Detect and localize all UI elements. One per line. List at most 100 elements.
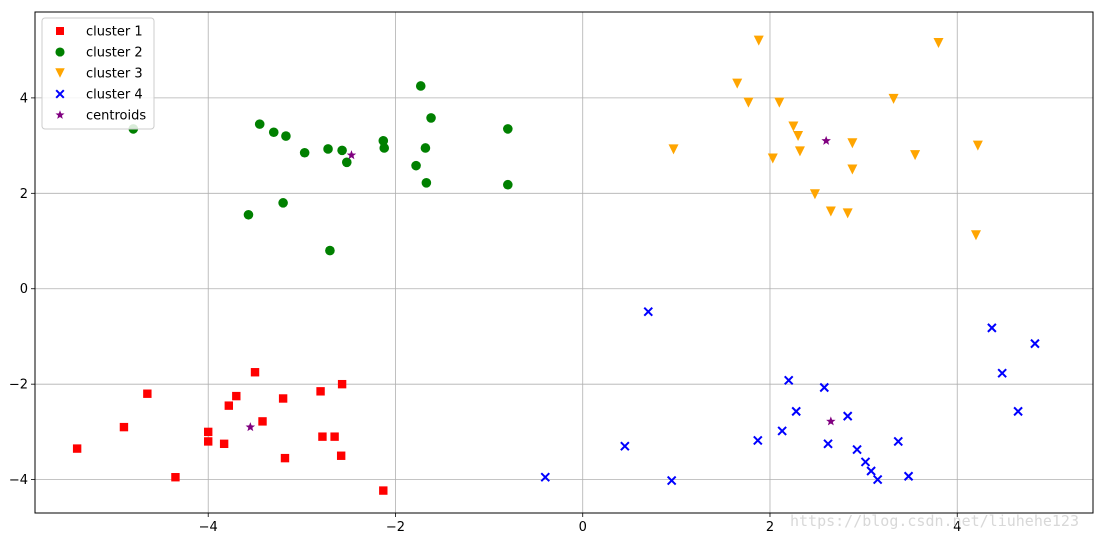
legend-label-cluster-3: cluster 3 xyxy=(86,67,143,82)
cluster-2-point xyxy=(415,81,426,91)
cluster-3-point xyxy=(888,93,899,104)
cluster-4-point xyxy=(860,457,871,467)
series-cluster-4 xyxy=(540,306,1040,486)
legend-marker-cluster-4 xyxy=(55,89,65,99)
cluster-3-point xyxy=(842,208,853,219)
cluster-2-point xyxy=(379,143,390,153)
legend-label-cluster-2: cluster 2 xyxy=(86,46,143,61)
cluster-4-point xyxy=(852,444,862,455)
series-centroids xyxy=(245,135,836,432)
series-cluster-3 xyxy=(668,35,983,241)
cluster-2-point xyxy=(325,245,335,256)
cluster-2-point xyxy=(299,147,310,158)
x-tick-label: −4 xyxy=(199,520,218,535)
cluster-4-point xyxy=(823,439,833,449)
cluster-3-point xyxy=(825,206,836,217)
plot-area xyxy=(34,11,1094,514)
cluster-1-point xyxy=(316,387,325,396)
cluster-3-point xyxy=(933,38,944,49)
cluster-1-point xyxy=(379,486,388,495)
legend-marker-centroids xyxy=(55,110,65,119)
cluster-1-point xyxy=(336,451,346,460)
watermark-text: https://blog.csdn.net/liuhehe123 xyxy=(790,512,1079,530)
cluster-3-point xyxy=(774,97,785,108)
cluster-4-point xyxy=(1030,338,1040,349)
cluster-3-point xyxy=(788,121,799,132)
axis-ticks: −4 −2 0 2 4 −4 −2 0 2 4 xyxy=(9,91,962,535)
cluster-2-point xyxy=(278,198,288,208)
cluster-1-point xyxy=(204,437,213,446)
cluster-2-point xyxy=(341,157,352,168)
cluster-4-point xyxy=(753,435,763,446)
centroids-point xyxy=(821,135,831,145)
cluster-4-point xyxy=(784,375,794,386)
cluster-2-point xyxy=(421,178,432,188)
legend-label-centroids: centroids xyxy=(86,109,146,124)
scatter-points xyxy=(72,35,1040,495)
cluster-4-point xyxy=(1013,406,1023,417)
legend-marker-cluster-1 xyxy=(56,27,64,35)
cluster-3-point xyxy=(809,189,820,200)
legend-label-cluster-4: cluster 4 xyxy=(86,88,143,103)
cluster-3-point xyxy=(972,140,983,151)
grid-lines xyxy=(35,12,1093,513)
cluster-4-point xyxy=(791,406,801,417)
series-cluster-2 xyxy=(128,81,513,256)
cluster-2-point xyxy=(503,179,513,190)
cluster-4-point xyxy=(620,441,630,451)
y-tick-label: 2 xyxy=(20,187,28,202)
cluster-1-point xyxy=(72,444,82,453)
cluster-3-point xyxy=(970,230,981,241)
cluster-4-point xyxy=(666,475,677,486)
cluster-4-point xyxy=(872,474,883,485)
x-tick-label: 0 xyxy=(579,520,587,535)
cluster-1-point xyxy=(119,422,129,432)
cluster-4-point xyxy=(540,472,550,482)
cluster-3-point xyxy=(668,144,679,155)
cluster-2-point xyxy=(243,209,254,220)
cluster-4-point xyxy=(819,382,829,393)
cluster-4-point xyxy=(643,306,653,317)
cluster-2-point xyxy=(378,136,389,146)
cluster-2-point xyxy=(268,127,279,138)
cluster-4-point xyxy=(893,436,903,447)
cluster-3-point xyxy=(753,35,764,46)
cluster-3-point xyxy=(767,153,778,164)
cluster-1-point xyxy=(171,473,180,482)
cluster-2-point xyxy=(503,124,513,134)
cluster-2-point xyxy=(411,160,421,171)
centroids-point xyxy=(346,150,357,160)
legend-marker-cluster-3 xyxy=(55,68,65,78)
legend: cluster 1 cluster 2 cluster 3 cluster 4 cent… xyxy=(41,17,155,130)
cluster-2-point xyxy=(323,144,333,154)
y-tick-label: 4 xyxy=(20,91,28,106)
legend-marker-cluster-2 xyxy=(55,47,65,57)
cluster-3-point xyxy=(910,150,921,161)
y-tick-label: −2 xyxy=(9,378,28,393)
x-tick-label: 2 xyxy=(766,520,774,535)
cluster-1-point xyxy=(337,379,347,389)
cluster-1-point xyxy=(143,389,152,398)
centroids-point xyxy=(245,422,256,432)
cluster-4-point xyxy=(866,466,876,476)
cluster-1-point xyxy=(280,453,290,463)
cluster-2-point xyxy=(420,143,431,153)
cluster-1-point xyxy=(318,432,327,441)
cluster-1-point xyxy=(250,368,260,377)
cluster-3-point xyxy=(794,146,805,157)
cluster-3-point xyxy=(732,78,743,89)
cluster-4-point xyxy=(842,411,853,421)
cluster-4-point xyxy=(903,471,914,481)
cluster-3-point xyxy=(743,97,754,108)
cluster-3-point xyxy=(793,131,804,142)
cluster-1-point xyxy=(219,439,229,449)
x-tick-label: −2 xyxy=(386,520,405,535)
cluster-3-point xyxy=(847,138,858,149)
cluster-2-point xyxy=(337,145,347,156)
series-cluster-1 xyxy=(72,368,388,495)
cluster-2-point xyxy=(426,113,436,123)
cluster-3-point xyxy=(847,164,858,175)
cluster-4-point xyxy=(777,426,787,436)
cluster-2-point xyxy=(254,119,265,129)
